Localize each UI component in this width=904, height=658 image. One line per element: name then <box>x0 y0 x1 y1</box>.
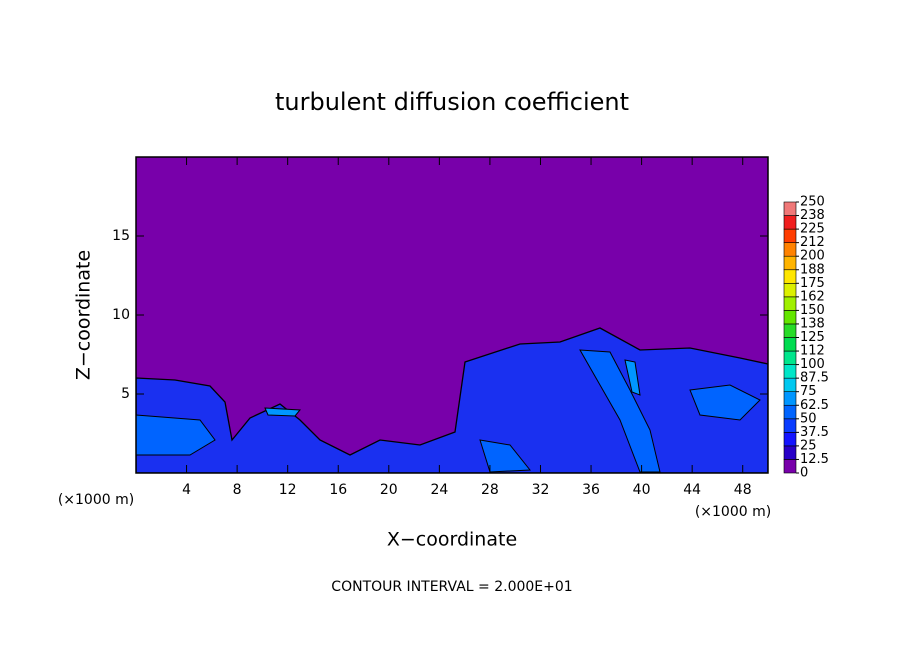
y-tick-label: 15 <box>112 228 130 244</box>
x-tick-label: 40 <box>633 482 651 498</box>
field-region <box>264 407 302 417</box>
colorbar-swatch <box>783 242 797 257</box>
colorbar-swatch <box>783 323 797 338</box>
colorbar-swatch <box>783 445 797 460</box>
field-region <box>624 359 641 396</box>
colorbar-label: 225 <box>800 222 825 237</box>
colorbar-swatch <box>783 296 797 311</box>
colorbar-label: 162 <box>800 289 825 304</box>
x-tick-label: 8 <box>233 482 242 498</box>
colorbar-swatch <box>783 215 797 230</box>
x-tick-label: 20 <box>380 482 398 498</box>
colorbar-label: 138 <box>800 316 825 331</box>
x-tick-label: 16 <box>329 482 347 498</box>
field-region <box>479 439 532 473</box>
colorbar-label: 0 <box>800 466 808 481</box>
colorbar-swatch <box>783 228 797 243</box>
colorbar-label: 112 <box>800 344 825 359</box>
x-tick-label: 28 <box>481 482 499 498</box>
colorbar-label: 150 <box>800 303 825 318</box>
colorbar-swatch <box>783 404 797 420</box>
x-tick-label: 32 <box>532 482 550 498</box>
colorbar-label: 238 <box>800 208 825 223</box>
y-tick-label: 5 <box>121 386 130 402</box>
x-tick-label: 12 <box>279 482 297 498</box>
colorbar-label: 87.5 <box>800 371 829 386</box>
colorbar-swatch <box>783 255 797 271</box>
colorbar-label: 25 <box>800 438 817 453</box>
colorbar-swatch <box>783 364 797 379</box>
colorbar-label: 250 <box>800 195 825 210</box>
colorbar-swatch <box>783 269 797 284</box>
colorbar-label: 200 <box>800 249 825 264</box>
colorbar-label: 75 <box>800 384 817 399</box>
colorbar-label: 100 <box>800 357 825 372</box>
field-region <box>689 384 761 421</box>
x-unit: (×1000 m) <box>58 492 134 508</box>
colorbar-swatch <box>783 391 797 406</box>
colorbar-swatch <box>783 337 797 352</box>
field-region <box>136 414 216 456</box>
colorbar-swatch <box>783 282 797 298</box>
x-tick-label: 44 <box>683 482 701 498</box>
colorbar-swatch <box>783 459 797 474</box>
x-unit: (×1000 m) <box>695 504 771 520</box>
field <box>136 327 768 473</box>
colorbar-label: 175 <box>800 276 825 291</box>
colorbar-label: 37.5 <box>800 425 829 440</box>
x-tick-label: 48 <box>734 482 752 498</box>
colorbar-swatch <box>783 201 797 216</box>
colorbar-swatch <box>783 350 797 365</box>
colorbar-label: 62.5 <box>800 398 829 413</box>
field-region <box>579 349 661 473</box>
colorbar-label: 12.5 <box>800 452 829 467</box>
x-axis-label: X−coordinate <box>387 529 517 551</box>
x-tick-label: 4 <box>182 482 191 498</box>
x-tick-label: 36 <box>582 482 600 498</box>
colorbar-swatch <box>783 432 797 447</box>
x-tick-label: 24 <box>430 482 448 498</box>
chart-title: turbulent diffusion coefficient <box>275 88 629 116</box>
colorbar-label: 188 <box>800 262 825 277</box>
colorbar-label: 125 <box>800 330 825 345</box>
y-tick-label: 10 <box>112 307 130 323</box>
footer-note: CONTOUR INTERVAL = 2.000E+01 <box>331 579 572 595</box>
colorbar-label: 50 <box>800 411 817 426</box>
colorbar-swatch <box>783 418 797 433</box>
colorbar-swatch <box>783 310 797 325</box>
y-axis-label: Z−coordinate <box>73 250 95 380</box>
colorbar-label: 212 <box>800 235 825 250</box>
colorbar-swatch <box>783 377 797 392</box>
